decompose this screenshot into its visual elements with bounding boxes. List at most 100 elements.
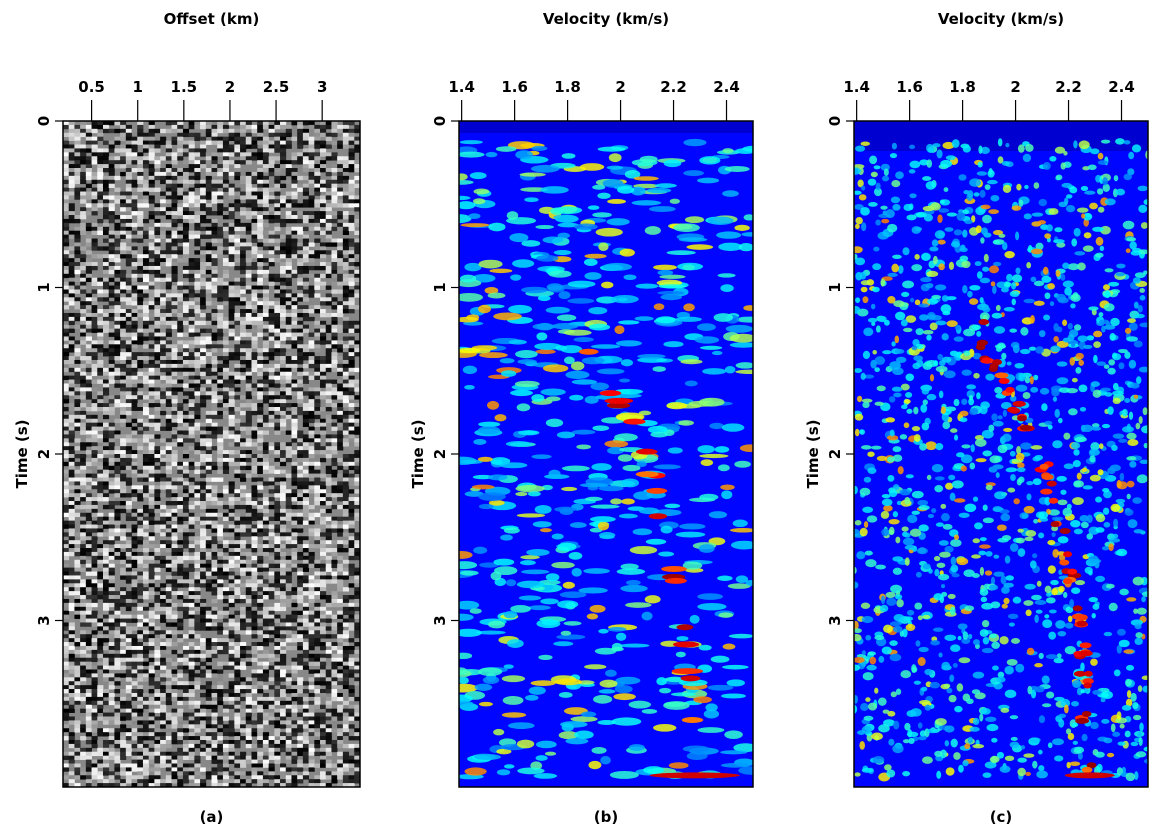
pixel <box>74 650 80 654</box>
pixel <box>280 724 286 728</box>
pixel <box>97 654 103 658</box>
pixel <box>109 634 115 638</box>
pixel <box>280 458 286 462</box>
pixel <box>200 340 206 344</box>
pixel <box>206 297 212 301</box>
pixel <box>92 536 98 540</box>
pixel <box>120 763 126 767</box>
pixel <box>114 775 120 779</box>
pixel <box>189 262 195 266</box>
pixel <box>143 278 149 282</box>
pixel <box>149 215 155 219</box>
pixel <box>132 231 138 235</box>
pixel <box>194 211 200 215</box>
pixel <box>246 736 252 740</box>
pixel <box>126 446 132 450</box>
pixel <box>183 544 189 548</box>
pixel <box>189 756 195 760</box>
pixel <box>74 771 80 775</box>
pixel <box>223 156 229 160</box>
pixel <box>172 325 178 329</box>
pixel <box>246 372 252 376</box>
pixel <box>80 752 86 756</box>
pixel <box>92 387 98 391</box>
pixel <box>240 630 246 634</box>
pixel <box>229 207 235 211</box>
pixel <box>69 434 75 438</box>
pixel <box>251 556 257 560</box>
pixel <box>86 669 92 673</box>
pixel <box>149 462 155 466</box>
pixel <box>109 278 115 282</box>
pixel <box>183 148 189 152</box>
pixel <box>86 517 92 521</box>
pixel <box>269 622 275 626</box>
pixel <box>172 125 178 129</box>
pixel <box>240 313 246 317</box>
pixel <box>69 266 75 270</box>
pixel <box>137 521 143 525</box>
pixel <box>263 654 269 658</box>
pixel <box>206 152 212 156</box>
pixel <box>69 634 75 638</box>
pixel <box>120 242 126 246</box>
pixel <box>200 180 206 184</box>
pixel <box>177 556 183 560</box>
pixel <box>74 137 80 141</box>
pixel <box>251 579 257 583</box>
pixel <box>69 736 75 740</box>
pixel <box>120 767 126 771</box>
pixel <box>229 603 235 607</box>
pixel <box>74 180 80 184</box>
pixel <box>103 540 109 544</box>
pixel <box>206 270 212 274</box>
pixel <box>183 575 189 579</box>
pixel <box>234 685 240 689</box>
pixel <box>189 364 195 368</box>
pixel <box>274 235 280 239</box>
pixel <box>86 297 92 301</box>
pixel <box>223 740 229 744</box>
pixel <box>177 501 183 505</box>
pixel <box>229 336 235 340</box>
pixel <box>166 587 172 591</box>
pixel <box>149 403 155 407</box>
pixel <box>166 278 172 282</box>
pixel <box>97 775 103 779</box>
pixel <box>120 454 126 458</box>
pixel <box>166 732 172 736</box>
pixel <box>257 626 263 630</box>
pixel <box>206 254 212 258</box>
pixel <box>263 532 269 536</box>
pixel <box>212 427 218 431</box>
pixel <box>234 297 240 301</box>
pixel <box>80 497 86 501</box>
pixel <box>92 595 98 599</box>
pixel <box>74 368 80 372</box>
pixel <box>63 732 69 736</box>
pixel <box>126 642 132 646</box>
pixel <box>160 615 166 619</box>
pixel <box>149 720 155 724</box>
pixel <box>229 630 235 634</box>
pixel <box>172 564 178 568</box>
pixel <box>223 168 229 172</box>
pixel <box>149 176 155 180</box>
pixel <box>177 732 183 736</box>
pixel <box>126 133 132 137</box>
pixel <box>166 525 172 529</box>
pixel <box>160 748 166 752</box>
pixel <box>189 360 195 364</box>
pixel <box>97 192 103 196</box>
pixel <box>217 532 223 536</box>
pixel <box>217 560 223 564</box>
pixel <box>263 274 269 278</box>
pixel <box>137 603 143 607</box>
pixel <box>137 756 143 760</box>
pixel <box>149 748 155 752</box>
pixel <box>97 168 103 172</box>
pixel <box>109 681 115 685</box>
pixel <box>240 270 246 274</box>
pixel <box>269 207 275 211</box>
pixel <box>206 156 212 160</box>
